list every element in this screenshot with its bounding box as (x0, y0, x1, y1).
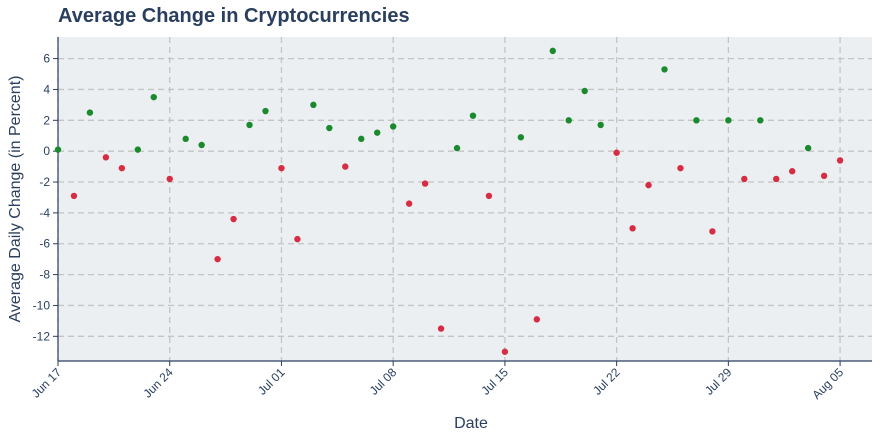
data-point (326, 124, 333, 132)
data-point (757, 117, 764, 124)
data-point (820, 172, 828, 180)
data-point (294, 235, 301, 243)
data-point (118, 164, 126, 172)
data-point (86, 109, 94, 116)
y-tick-label: -12 (33, 329, 51, 343)
data-point (836, 157, 844, 164)
x-tick-label: Jul 08 (367, 365, 400, 398)
data-point (725, 117, 732, 124)
x-tick-label: Jun 17 (29, 365, 65, 401)
x-tick-label: Jul 29 (702, 365, 735, 398)
data-point (310, 101, 317, 109)
data-point (804, 144, 812, 152)
y-tick-label: -10 (33, 298, 51, 312)
data-point (485, 192, 493, 200)
x-tick-label: Jul 01 (255, 365, 288, 398)
data-point (182, 135, 189, 143)
plot-background (58, 37, 872, 361)
data-point (517, 134, 525, 141)
data-point (150, 93, 157, 101)
data-point (214, 255, 221, 263)
data-point (421, 180, 429, 187)
data-point (581, 87, 588, 95)
data-point (469, 112, 477, 119)
data-point (453, 144, 461, 152)
data-point (613, 149, 620, 156)
data-point (709, 228, 716, 235)
data-point (437, 325, 445, 332)
data-point (342, 163, 349, 170)
y-tick-label: 0 (43, 144, 50, 158)
data-point (374, 129, 381, 136)
y-tick-label: 6 (43, 52, 50, 66)
data-point (54, 146, 62, 153)
data-point (134, 146, 142, 153)
data-point (262, 107, 269, 115)
x-tick-label: Aug 05 (809, 365, 846, 402)
data-point (501, 348, 509, 355)
data-point (70, 192, 78, 200)
y-tick-label: 4 (43, 82, 50, 96)
y-tick-label: -8 (39, 268, 50, 282)
x-tick-label: Jun 24 (140, 365, 176, 401)
data-point (629, 225, 636, 232)
y-tick-label: -2 (39, 175, 50, 189)
y-tick-label: 2 (43, 113, 50, 127)
data-point (597, 121, 604, 129)
data-point (166, 175, 173, 183)
data-point (645, 181, 652, 189)
chart-title: Average Change in Cryptocurrencies (58, 5, 410, 27)
data-point (358, 135, 365, 143)
data-point (198, 141, 205, 149)
data-point (549, 47, 556, 55)
data-point (565, 117, 572, 124)
data-point (677, 164, 684, 172)
data-point (278, 164, 285, 172)
y-tick-label: -4 (39, 206, 50, 220)
data-point (230, 215, 237, 223)
data-point (788, 168, 796, 175)
y-tick-label: -6 (39, 237, 50, 251)
data-point (741, 175, 748, 183)
data-point (661, 66, 668, 73)
data-point (773, 175, 780, 183)
data-point (102, 154, 110, 161)
x-tick-label: Jul 15 (478, 365, 511, 398)
data-point (246, 121, 253, 129)
data-point (405, 200, 413, 207)
y-axis-title: Average Daily Change (in Percent) (7, 76, 24, 323)
x-tick-label: Jul 22 (590, 365, 623, 398)
data-point (533, 316, 541, 323)
data-point (693, 117, 700, 124)
data-point (389, 123, 397, 130)
x-axis-title: Date (454, 415, 488, 432)
